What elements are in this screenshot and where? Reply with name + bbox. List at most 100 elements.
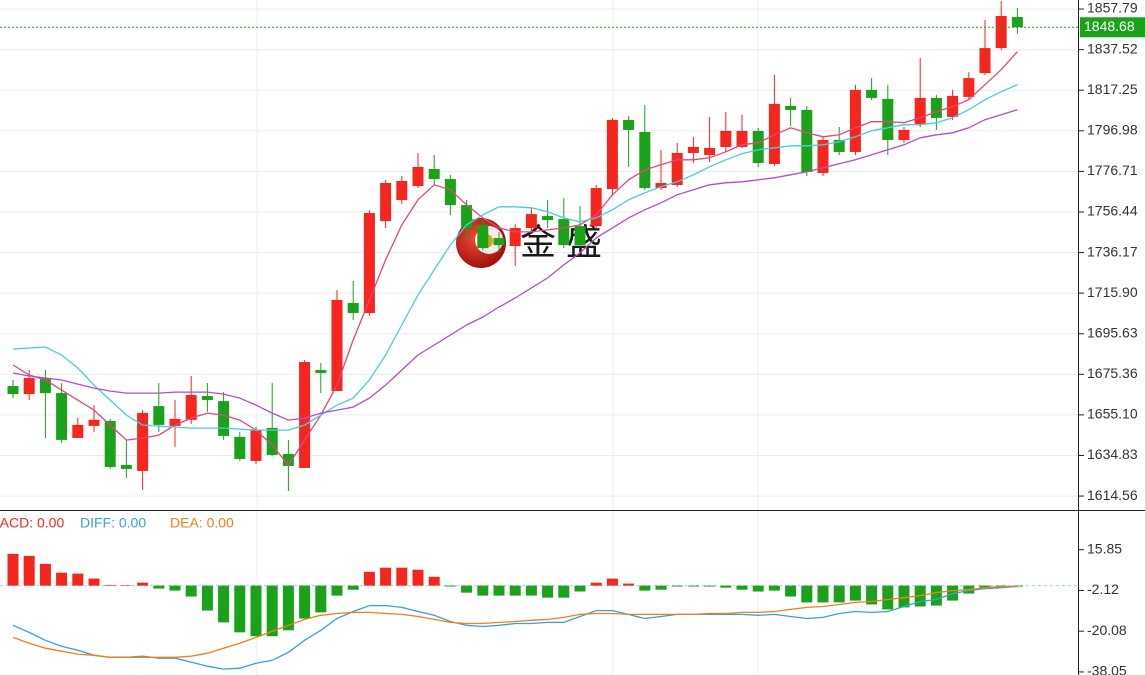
candle-body xyxy=(963,78,975,97)
candle-body xyxy=(752,130,764,163)
macd-bar xyxy=(542,585,554,598)
macd-bar xyxy=(234,585,246,633)
candle-body xyxy=(558,219,570,246)
y-tick-label: 1817.25 xyxy=(1087,81,1138,97)
candle-body xyxy=(768,103,780,164)
y-tick-label: -20.08 xyxy=(1087,622,1127,638)
candle-body xyxy=(88,419,100,426)
candle-body xyxy=(137,412,149,471)
line-series xyxy=(12,51,1018,467)
candle-body xyxy=(606,119,618,190)
candle-body xyxy=(39,378,51,394)
y-tick-label: 1796.98 xyxy=(1087,121,1138,137)
candle-body xyxy=(509,228,521,247)
candle-body xyxy=(461,205,473,229)
macd-bar xyxy=(655,585,667,590)
candle-body xyxy=(120,464,132,469)
macd-bar xyxy=(282,585,294,631)
macd-bar xyxy=(461,585,473,593)
macd-bar xyxy=(493,585,505,596)
macd-bar xyxy=(39,563,51,586)
macd-bar xyxy=(477,585,489,596)
macd-bar xyxy=(752,585,764,592)
y-tick-label: 1857.79 xyxy=(1087,0,1138,16)
macd-bar xyxy=(315,585,327,613)
candle-body xyxy=(914,97,926,124)
candle-body xyxy=(671,152,683,186)
macd-bar xyxy=(56,572,68,586)
macd-bar xyxy=(898,585,910,608)
candle-body xyxy=(1011,17,1023,28)
legend-entry: DIFF: 0.00 xyxy=(80,515,146,531)
candle-body xyxy=(574,226,586,246)
macd-bar xyxy=(849,585,861,601)
candle-body xyxy=(7,386,19,395)
candle-body xyxy=(525,214,537,229)
macd-bar xyxy=(801,585,813,603)
candle-body xyxy=(590,188,602,227)
macd-bar xyxy=(7,553,19,586)
candle-body xyxy=(898,129,910,140)
candle-body xyxy=(720,130,732,147)
y-tick-label: -2.12 xyxy=(1087,581,1119,597)
macd-bar xyxy=(266,585,278,637)
macd-panel xyxy=(0,553,1078,670)
macd-bar xyxy=(201,585,213,611)
candle-body xyxy=(428,168,440,180)
macd-bar xyxy=(574,585,586,592)
candle-body xyxy=(380,183,392,222)
candle-body xyxy=(801,109,813,173)
macd-bar xyxy=(720,585,732,588)
macd-bar xyxy=(347,585,359,590)
candle-body xyxy=(995,16,1007,49)
candle-body xyxy=(363,213,375,313)
candle-body xyxy=(266,427,278,455)
legend-entry: MACD: 0.00 xyxy=(0,515,64,531)
candle-body xyxy=(655,183,667,189)
y-tick-label: 1614.56 xyxy=(1087,487,1138,503)
candle-body xyxy=(849,89,861,152)
macd-bar xyxy=(509,585,521,596)
macd-bar xyxy=(396,567,408,586)
macd-bar xyxy=(525,585,537,596)
legend-entry: DEA: 0.00 xyxy=(170,515,234,531)
macd-bar xyxy=(606,578,618,586)
y-tick-label: 1675.36 xyxy=(1087,365,1138,381)
candle-body xyxy=(493,238,505,246)
candle-body xyxy=(817,139,829,174)
y-tick-label: 15.85 xyxy=(1087,540,1122,556)
macd-bar xyxy=(639,585,651,591)
y-tick-label: 1756.44 xyxy=(1087,203,1138,219)
candle-body xyxy=(704,147,716,155)
macd-bar xyxy=(88,578,100,586)
macd-bar xyxy=(817,585,829,603)
candle-body xyxy=(56,393,68,440)
candle-body xyxy=(930,97,942,118)
candle-body xyxy=(785,105,797,110)
macd-bar xyxy=(558,585,570,598)
line-series xyxy=(12,109,1018,421)
candle-body xyxy=(882,98,894,140)
macd-bar xyxy=(331,585,343,596)
candle-body xyxy=(315,370,327,374)
macd-bar xyxy=(428,576,440,586)
macd-bar xyxy=(866,585,878,605)
candle-body xyxy=(477,225,489,249)
macd-bar xyxy=(299,585,311,619)
macd-bar xyxy=(704,585,716,587)
candle-body xyxy=(282,453,294,466)
macd-bar xyxy=(687,585,699,587)
macd-bar xyxy=(444,585,456,587)
candle-body xyxy=(542,216,554,221)
macd-bar xyxy=(736,585,748,590)
macd-bar xyxy=(137,582,149,586)
candle-body xyxy=(23,378,35,395)
macd-bar xyxy=(218,585,230,623)
line-series xyxy=(12,585,1018,670)
candle-body xyxy=(833,139,845,152)
macd-bar xyxy=(768,585,780,591)
y-tick-label: 1837.52 xyxy=(1087,40,1138,56)
y-tick-label: 1715.90 xyxy=(1087,284,1138,300)
